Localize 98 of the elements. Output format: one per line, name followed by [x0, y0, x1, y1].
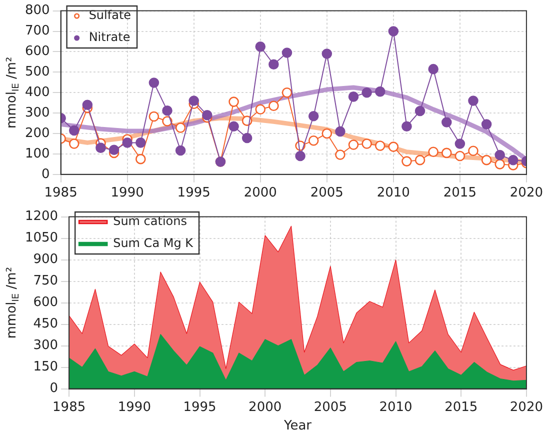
point [414, 154, 426, 166]
point [148, 78, 160, 88]
x-tick-label: 2000 [244, 186, 277, 201]
point [402, 156, 412, 166]
y-tick-label: 0 [42, 166, 50, 182]
point [388, 26, 399, 36]
point [68, 125, 80, 136]
x-tick-label: 2020 [510, 400, 544, 415]
y-tick-label: 700 [24, 24, 50, 39]
point [441, 117, 452, 128]
y-tick-label: 100 [24, 146, 50, 162]
point [135, 138, 146, 148]
point [468, 146, 478, 156]
point [414, 106, 426, 116]
point [468, 96, 478, 106]
y-tick-label: 1200 [24, 209, 58, 224]
x-tick-label: 2015 [444, 400, 478, 415]
point [122, 138, 132, 148]
point [494, 159, 505, 170]
x-tick-label: 2015 [443, 186, 476, 201]
point [282, 48, 292, 58]
point [255, 41, 266, 52]
y-tick-label: 750 [33, 274, 58, 289]
point [335, 126, 346, 137]
x-tick-label: 1985 [44, 186, 78, 201]
point [374, 86, 386, 97]
y-tick-label: 600 [24, 44, 50, 60]
x-axis-title: Year [283, 418, 312, 434]
y-tick-label: 500 [24, 64, 50, 80]
point [162, 116, 172, 126]
point [282, 87, 292, 98]
point [82, 100, 93, 110]
point [188, 96, 200, 106]
point [402, 121, 412, 132]
y-axis-title: mmolIE /m² [4, 266, 22, 339]
y-tick-label: 600 [33, 295, 58, 310]
point [175, 122, 186, 133]
legend-label: Sum Ca Mg K [113, 236, 194, 250]
point [135, 154, 146, 164]
point [374, 140, 386, 151]
x-tick-label: 1995 [177, 186, 210, 201]
point [335, 150, 346, 160]
point [428, 146, 438, 158]
y-tick-label: 1050 [24, 230, 58, 246]
x-tick-label: 1995 [183, 400, 216, 415]
point [388, 142, 399, 152]
y-tick-label: 200 [24, 126, 50, 141]
legend-label: Sulfate [88, 8, 132, 22]
point [508, 154, 518, 166]
legend-label: Nitrate [88, 30, 130, 44]
point [481, 119, 492, 130]
point [228, 96, 239, 107]
point [494, 150, 505, 160]
point [362, 87, 372, 98]
point [348, 92, 359, 102]
x-tick-label: 2010 [376, 186, 410, 201]
x-tick-label: 2005 [314, 400, 347, 415]
point [228, 121, 239, 132]
point [322, 128, 332, 139]
legend-label: Sum cations [113, 214, 188, 228]
point [308, 110, 319, 122]
y-axis-title: mmolIE /m² [4, 56, 22, 128]
point [454, 150, 466, 162]
point [255, 104, 266, 115]
point [68, 138, 80, 149]
point [268, 59, 279, 70]
x-tick-label: 2020 [510, 186, 544, 201]
point [454, 138, 466, 149]
x-tick-label: 2000 [248, 400, 282, 415]
point [428, 64, 438, 74]
y-tick-label: 900 [33, 252, 58, 268]
point [108, 144, 120, 156]
y-tick-label: 400 [24, 84, 50, 100]
x-tick-label: 1990 [110, 186, 144, 201]
x-tick-label: 1985 [52, 400, 86, 415]
point [481, 154, 492, 166]
point [96, 142, 106, 153]
point [441, 148, 452, 158]
y-tick-label: 450 [33, 316, 58, 332]
point [322, 48, 332, 59]
y-tick-label: 300 [24, 105, 50, 120]
x-tick-label: 2010 [379, 400, 412, 415]
y-tick-label: 800 [24, 3, 50, 18]
point [148, 111, 160, 122]
x-tick-label: 1990 [118, 400, 151, 415]
point [202, 110, 212, 120]
y-tick-label: 0 [50, 381, 58, 396]
y-tick-label: 300 [33, 338, 58, 354]
point [268, 100, 279, 112]
point [362, 138, 372, 149]
point [162, 105, 172, 116]
point [295, 150, 306, 162]
point [308, 136, 319, 146]
y-tick-label: 150 [33, 360, 58, 375]
x-tick-label: 2005 [310, 186, 344, 201]
point [348, 140, 359, 150]
point [242, 132, 252, 144]
point [175, 145, 186, 156]
